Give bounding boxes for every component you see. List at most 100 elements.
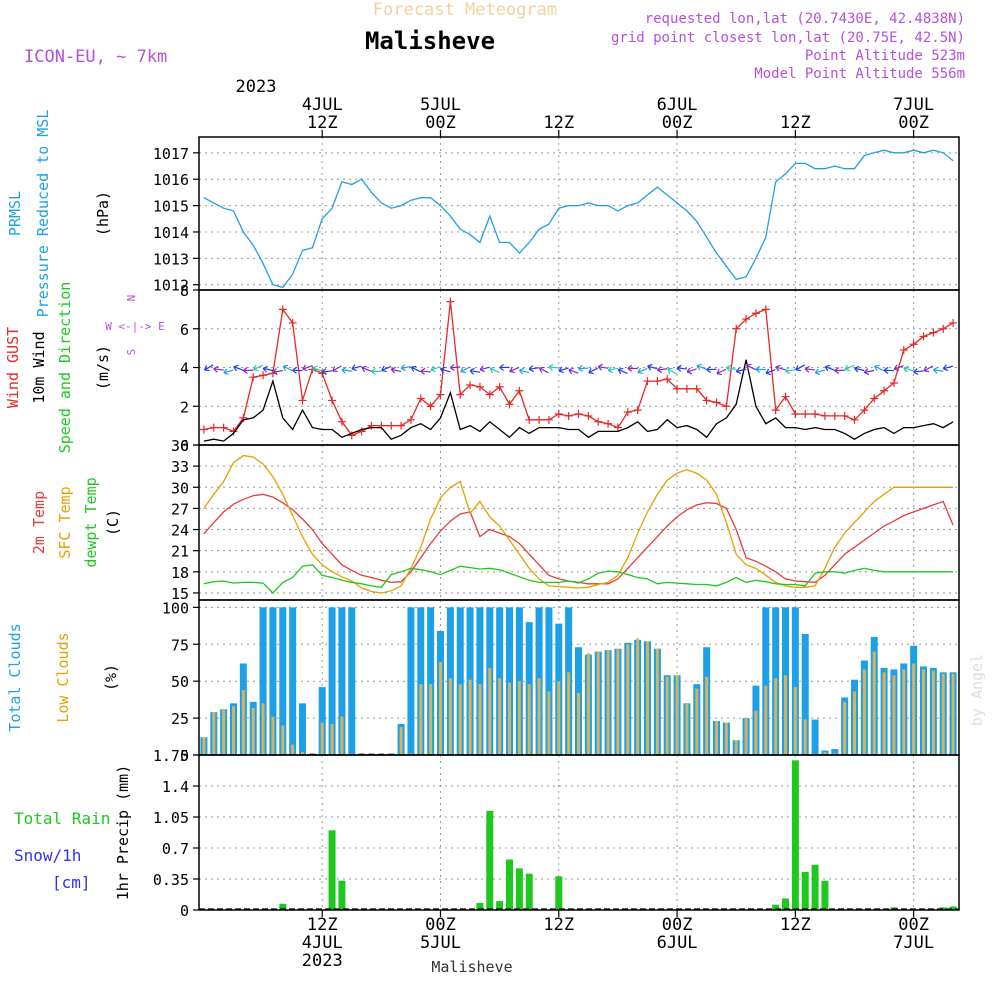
arrow-shaft (943, 365, 954, 370)
arrow-head (745, 363, 752, 371)
arrow-shaft (578, 367, 589, 370)
total-cloud-bar (348, 607, 356, 755)
arrow-head (785, 367, 791, 375)
wind-direction-arrow (509, 366, 520, 374)
rain-bar (338, 880, 346, 910)
y-tick-label: 8 (180, 282, 189, 300)
total-cloud-bar (259, 607, 267, 755)
series-line-prmsl (203, 149, 954, 289)
low-cloud-bar (232, 706, 236, 755)
low-cloud-bar (527, 684, 531, 755)
low-cloud-bar (754, 710, 758, 755)
arrow-head (578, 365, 583, 373)
total-cloud-bar (476, 607, 484, 755)
gust-marker (692, 384, 701, 393)
arrow-shaft (322, 370, 333, 373)
arrow-head (627, 364, 633, 372)
arrow-head (765, 368, 772, 376)
arrow-shaft (223, 369, 234, 374)
total-cloud-bar (831, 749, 839, 755)
arrow-shaft (381, 365, 392, 372)
gust-marker (357, 427, 366, 436)
gust-marker (732, 324, 741, 333)
precip-legend-label: Snow/1h (14, 846, 81, 865)
low-cloud-bar (419, 684, 423, 755)
arrow-head (637, 367, 643, 375)
arrow-shaft (204, 364, 214, 371)
wind-direction-arrow (706, 366, 717, 373)
rain-bar (328, 830, 336, 910)
arrow-head (528, 365, 534, 373)
gust-marker (387, 421, 396, 430)
series-line-10m-wind (203, 359, 954, 442)
low-cloud-bar (517, 681, 521, 755)
low-cloud-bar (931, 670, 935, 755)
low-cloud-bar (902, 669, 906, 755)
point-altitude: Point Altitude 523m (805, 48, 965, 64)
gust-marker (485, 390, 494, 399)
gust-marker (830, 411, 839, 420)
closest-grid-point: grid point closest lon,lat (20.75E, 42.5… (611, 30, 965, 46)
gust-marker (860, 406, 869, 415)
arrow-shaft (785, 369, 796, 372)
arrow-head (942, 364, 949, 372)
wind-direction-arrow (203, 364, 214, 372)
arrow-head (499, 363, 504, 371)
low-cloud-bar (439, 662, 443, 755)
total-cloud-bar (417, 607, 425, 755)
arrow-shaft (440, 368, 451, 373)
panel-frame (198, 754, 960, 911)
y-tick-label: 50 (171, 673, 189, 691)
y-tick-label: 25 (171, 710, 189, 728)
low-cloud-bar (222, 709, 226, 755)
arrow-head (854, 365, 860, 373)
y-tick-label: 36 (171, 437, 189, 455)
gust-marker (594, 417, 603, 426)
arrow-head (795, 365, 802, 372)
wind-direction-arrow (735, 367, 747, 375)
y-tick-label: 1.05 (153, 809, 189, 827)
total-cloud-bar (791, 607, 799, 755)
low-cloud-bar (724, 722, 728, 755)
low-cloud-bar (646, 641, 650, 755)
arrow-shaft (400, 365, 412, 369)
arrow-shaft (893, 365, 904, 370)
wind-direction-arrow (233, 364, 244, 372)
arrow-head (213, 365, 219, 373)
credit-label: by Angel (968, 654, 986, 726)
low-cloud-bar (498, 678, 502, 755)
wind-direction-arrow (282, 364, 293, 372)
low-cloud-bar (941, 673, 945, 755)
arrow-head (253, 364, 259, 372)
rain-bar (476, 902, 484, 910)
wind-direction-arrow (460, 366, 470, 374)
wind-direction-arrow (361, 365, 372, 373)
gust-marker (771, 406, 780, 415)
total-cloud-bar (279, 607, 287, 755)
rain-bar (791, 760, 799, 910)
arrow-shaft (430, 366, 441, 371)
arrow-shaft (676, 367, 688, 370)
bottom-date-label: 4JUL (302, 933, 343, 953)
gust-marker (347, 431, 356, 440)
gust-marker (288, 318, 297, 327)
arrow-head (548, 363, 554, 371)
arrow-head (667, 367, 673, 374)
arrow-shaft (637, 368, 648, 373)
wind-direction-arrow (903, 365, 914, 373)
arrow-shaft (696, 365, 707, 370)
gust-marker (781, 392, 790, 401)
low-cloud-bar (301, 752, 305, 755)
low-cloud-bar (586, 653, 590, 755)
y-tick-label: 100 (162, 599, 189, 617)
low-cloud-bar (508, 682, 512, 755)
arrow-head (223, 368, 229, 376)
gust-marker (751, 309, 760, 318)
bottom-hour-label: 12Z (307, 915, 338, 935)
panel-frame (198, 444, 960, 601)
y-tick-label: 24 (171, 522, 189, 540)
top-date-label: 5JUL (420, 95, 461, 115)
total-cloud-bar (801, 633, 809, 755)
low-cloud-bar (764, 685, 768, 755)
gust-marker (929, 328, 938, 337)
